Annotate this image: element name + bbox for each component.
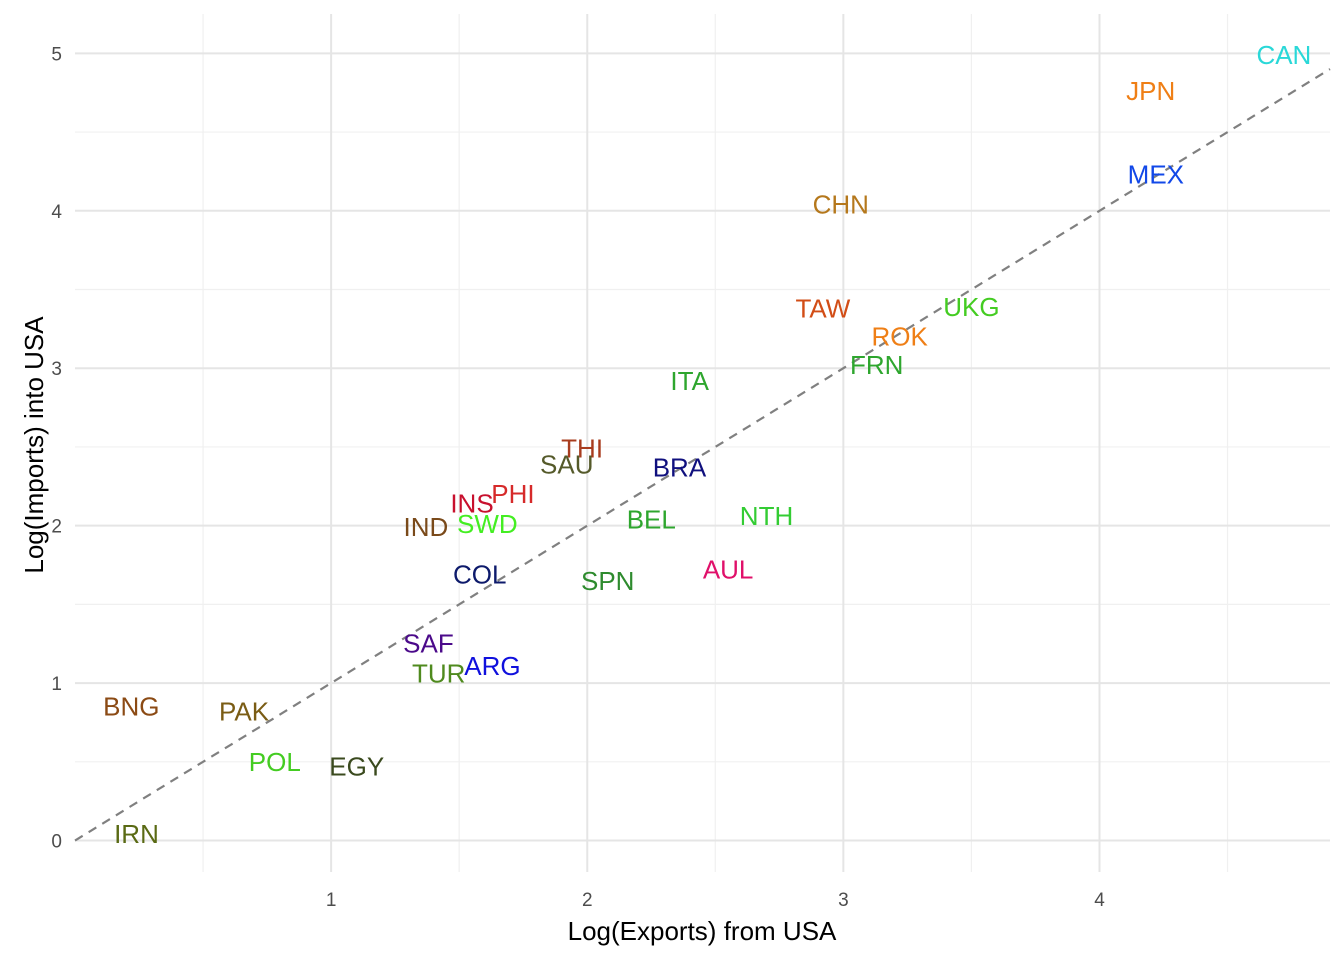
point-label-pol: POL	[249, 747, 301, 777]
x-tick-label: 1	[326, 890, 337, 911]
point-label-sau: SAU	[540, 449, 593, 479]
point-label-mex: MEX	[1128, 160, 1184, 190]
reference-line	[74, 68, 1331, 842]
point-label-tur: TUR	[412, 659, 465, 689]
point-label-chn: CHN	[813, 189, 869, 219]
x-axis-title: Log(Exports) from USA	[568, 916, 837, 946]
point-label-thi: THI	[561, 434, 603, 464]
point-label-taw: TAW	[795, 293, 850, 323]
point-label-spn: SPN	[581, 566, 634, 596]
x-tick-label: 2	[582, 890, 593, 911]
point-label-bng: BNG	[103, 692, 159, 722]
y-tick-label: 2	[51, 517, 62, 538]
point-label-swd: SWD	[457, 509, 518, 539]
point-label-col: COL	[453, 559, 506, 589]
point-label-ind: IND	[403, 512, 448, 542]
point-label-irn: IRN	[114, 819, 159, 849]
y-tick-label: 4	[51, 202, 62, 223]
y-tick-label: 0	[51, 832, 62, 853]
point-label-rok: ROK	[872, 322, 929, 352]
point-label-arg: ARG	[464, 651, 520, 681]
point-label-ita: ITA	[670, 366, 709, 396]
y-axis-title: Log(Imports) into USA	[19, 316, 49, 574]
point-label-ins: INS	[450, 489, 493, 519]
point-label-ukg: UKG	[943, 292, 999, 322]
x-tick-label: 4	[1094, 890, 1105, 911]
x-axis-ticks: 1 2 3 4	[326, 890, 1105, 911]
reference-line-layer	[74, 68, 1331, 842]
grid	[75, 14, 1330, 872]
x-tick-label: 3	[838, 890, 849, 911]
y-tick-label: 3	[51, 359, 62, 380]
point-label-phi: PHI	[491, 479, 534, 509]
point-label-egy: EGY	[329, 752, 384, 782]
y-tick-label: 5	[51, 44, 62, 65]
point-label-pak: PAK	[219, 696, 270, 726]
point-label-jpn: JPN	[1126, 76, 1175, 106]
point-label-bel: BEL	[627, 504, 676, 534]
point-label-can: CAN	[1256, 40, 1311, 70]
point-label-frn: FRN	[850, 350, 903, 380]
point-label-saf: SAF	[403, 629, 454, 659]
y-tick-label: 1	[51, 674, 62, 695]
point-label-bra: BRA	[653, 452, 707, 482]
point-label-nth: NTH	[740, 501, 793, 531]
point-label-aul: AUL	[703, 555, 754, 585]
y-axis-ticks: 0 1 2 3 4 5	[51, 44, 62, 852]
